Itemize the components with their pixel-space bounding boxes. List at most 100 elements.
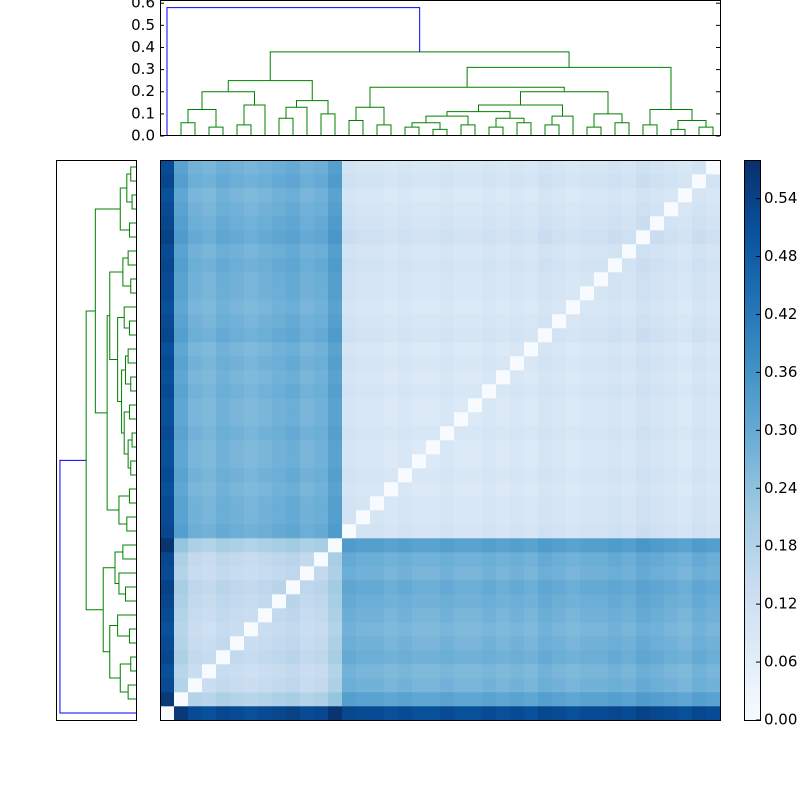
heatmap-cell [398,202,413,217]
heatmap-cell [706,524,721,539]
heatmap-cell [342,384,357,399]
heatmap-cell [538,328,553,343]
heatmap-cell [286,664,301,679]
heatmap-cell [636,510,651,525]
heatmap-cell [566,398,581,413]
heatmap-cell [692,468,707,483]
heatmap-cell [202,244,217,259]
heatmap-cell [202,412,217,427]
heatmap-cell [216,160,231,175]
heatmap-cell [230,650,245,665]
heatmap-cell [510,482,525,497]
heatmap-cell [384,160,399,175]
heatmap-cell [314,300,329,315]
heatmap-cell [370,370,385,385]
dendrogram-link [285,106,308,136]
heatmap-cell [314,580,329,595]
heatmap-cell [678,174,693,189]
heatmap-cell [552,454,567,469]
heatmap-cell [300,496,315,511]
dendrogram-link [227,80,313,101]
heatmap-cell [552,468,567,483]
heatmap-cell [566,272,581,287]
heatmap-cell [538,272,553,287]
heatmap-cell [678,160,693,175]
heatmap-cell [412,692,427,707]
heatmap-cell [272,244,287,259]
heatmap-cell [398,664,413,679]
heatmap-cell [706,440,721,455]
heatmap-cell [468,188,483,203]
heatmap-cell [244,244,259,259]
heatmap-cell [664,524,679,539]
heatmap-cell [328,300,343,315]
heatmap-cell [258,384,273,399]
heatmap-cell [692,356,707,371]
heatmap-cell [174,244,189,259]
heatmap-cell [412,510,427,525]
heatmap-cell [650,566,665,581]
heatmap-cell [398,454,413,469]
heatmap-cell [566,384,581,399]
heatmap-cell [538,230,553,245]
heatmap-cell [160,398,175,413]
heatmap-cell [314,244,329,259]
heatmap-cell [286,622,301,637]
heatmap-cell [244,314,259,329]
heatmap-cell [496,482,511,497]
heatmap-cell [524,552,539,567]
heatmap-cell [258,566,273,581]
heatmap-cell [440,412,455,427]
heatmap-cell [440,216,455,231]
heatmap-cell [622,482,637,497]
heatmap-cell [580,622,595,637]
heatmap-cell [258,524,273,539]
heatmap-cell [580,188,595,203]
heatmap-cell [272,566,287,581]
heatmap-cell [552,412,567,427]
heatmap-cell [454,258,469,273]
heatmap-cell [258,664,273,679]
heatmap-cell [580,636,595,651]
heatmap-cell [692,622,707,637]
heatmap-cell [636,692,651,707]
heatmap-cell [202,202,217,217]
heatmap-cell [636,538,651,553]
heatmap-cell [580,482,595,497]
heatmap-cell [552,580,567,595]
heatmap-cell [594,188,609,203]
heatmap-cell [664,510,679,525]
heatmap-cell [678,580,693,595]
heatmap-cell [468,482,483,497]
heatmap-cell [342,580,357,595]
heatmap-cell [454,230,469,245]
heatmap-cell [538,398,553,413]
heatmap-cell [566,664,581,679]
heatmap-cell [608,552,623,567]
heatmap-cell [160,342,175,357]
heatmap-cell [370,580,385,595]
heatmap-cell [608,454,623,469]
heatmap-cell [510,538,525,553]
heatmap-cell [286,286,301,301]
heatmap-cell [384,314,399,329]
heatmap-cell [314,202,329,217]
dendrogram-link [269,51,570,81]
dendrogram-link [117,317,125,402]
heatmap-cell [230,370,245,385]
heatmap-cell [342,650,357,665]
heatmap-cell [552,328,567,343]
heatmap-cell [384,244,399,259]
heatmap-cell [510,426,525,441]
heatmap-cell [342,314,357,329]
heatmap-cell [370,356,385,371]
heatmap-cell [580,692,595,707]
dendrogram-link [59,459,136,714]
heatmap-cell [286,580,301,595]
heatmap-cell [454,524,469,539]
heatmap-cell [258,160,273,175]
heatmap-cell [412,566,427,581]
heatmap-cell [412,384,427,399]
heatmap-cell [174,692,189,707]
heatmap-cell [412,216,427,231]
